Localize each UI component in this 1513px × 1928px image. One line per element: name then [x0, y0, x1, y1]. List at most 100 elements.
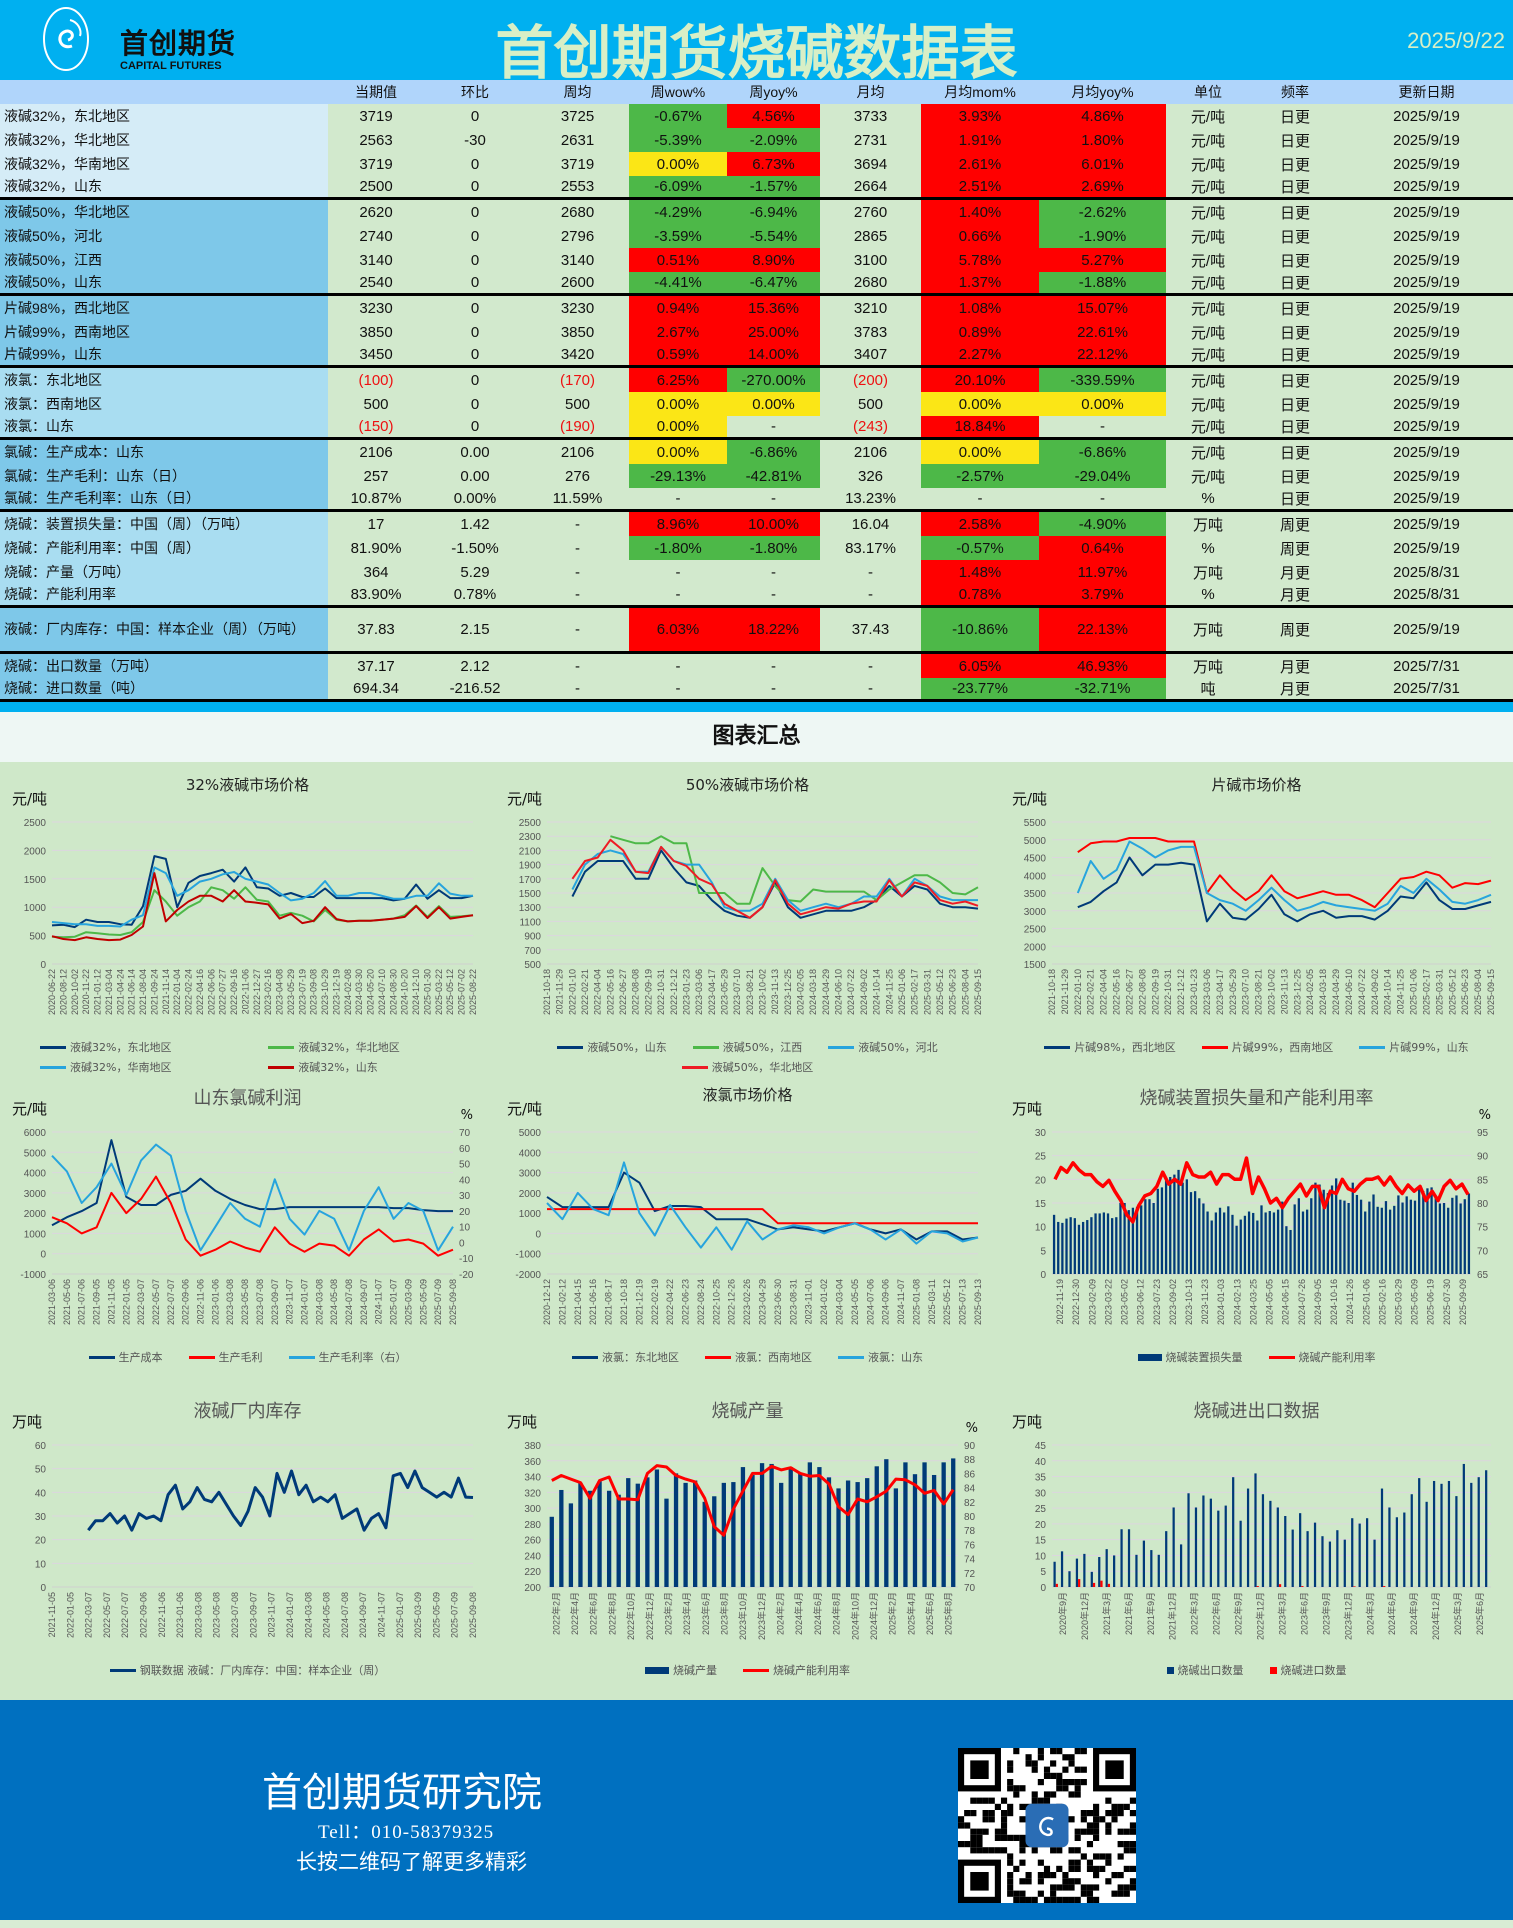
- monthly-yoy-cell: -1.88%: [1039, 272, 1166, 293]
- weekly-avg-cell: 2553: [526, 176, 629, 197]
- chart-plot: 0 500 1000 1500 2000 2500 2020-06-22 2020-08-12…: [24, 818, 478, 1015]
- bar: [1477, 1477, 1480, 1587]
- bar: [1470, 1482, 1473, 1587]
- x-tick-label: 2022-01-05: [65, 1592, 75, 1638]
- x-tick-label: 2024-02-13: [1232, 1279, 1242, 1325]
- y-tick-label: 5000: [1024, 836, 1047, 847]
- frequency-cell: 日更: [1250, 104, 1340, 128]
- legend-swatch-icon: [692, 1045, 719, 1049]
- y-tick-label: 1700: [519, 875, 542, 886]
- x-tick-label: 2022年3月: [1189, 1592, 1200, 1635]
- y-tick-label: 4000: [24, 1169, 47, 1180]
- bar: [693, 1480, 698, 1587]
- monthly-yoy-cell: 46.93%: [1039, 654, 1166, 678]
- qr-code[interactable]: [958, 1748, 1136, 1903]
- x-tick-label: 2024-12-10: [411, 969, 421, 1015]
- bar: [1293, 1204, 1296, 1274]
- weekly-wow-cell: 0.00%: [629, 152, 727, 176]
- bar: [1179, 1544, 1183, 1587]
- weekly-wow-cell: -: [629, 654, 727, 678]
- x-tick-label: 2021-11-29: [555, 969, 565, 1014]
- frequency-cell: 周更: [1250, 536, 1340, 560]
- legend-item: 液碱32%，山东: [268, 1059, 455, 1075]
- bar: [1313, 1522, 1317, 1587]
- x-tick-label: 2022-11-19: [1055, 1279, 1065, 1324]
- x-tick-label: 2023-05-29: [719, 969, 729, 1015]
- change-cell: 0: [424, 368, 526, 392]
- table-row: 烧碱：产能利用率 83.90% 0.78% - - - -0.78% 3.79%% 月更 2025…: [0, 584, 1513, 608]
- monthly-avg-cell: 2760: [820, 200, 921, 224]
- y2-tick-label: 88: [964, 1455, 976, 1466]
- legend-swatch-icon: [40, 1045, 66, 1049]
- weekly-wow-cell: 0.00%: [629, 416, 727, 437]
- monthly-avg-cell: -: [820, 678, 921, 699]
- update-date-cell: 2025/9/19: [1340, 440, 1513, 464]
- legend-swatch-icon: [1166, 1666, 1174, 1674]
- bar: [1401, 1202, 1404, 1274]
- frequency-cell: 周更: [1250, 512, 1340, 536]
- legend-swatch-icon: [645, 1666, 669, 1674]
- monthly-mom-cell: 3.93%: [921, 104, 1039, 128]
- chart-plot: 200 220 240 260 280 300 320 340 360 380 70 72 74 76 78…: [524, 1441, 976, 1640]
- series-line: [87, 1469, 474, 1532]
- x-tick-label: 2023年2月: [662, 1592, 673, 1635]
- x-tick-label: 2022-06-27: [618, 969, 628, 1015]
- x-tick-label: 2022-09-16: [229, 969, 239, 1015]
- x-tick-label: 2021-04-24: [115, 969, 125, 1015]
- bar: [1206, 1211, 1209, 1274]
- weekly-avg-cell: -: [526, 678, 629, 699]
- unit-cell: 元/吨: [1166, 176, 1250, 197]
- y-tick-label: 20: [35, 1536, 47, 1547]
- monthly-mom-cell: 1.40%: [921, 200, 1039, 224]
- table-row: 片碱99%，西南地区 3850 0 3850 2.67% 25.00% 3783 0.89% 2…: [0, 320, 1513, 344]
- x-tick-label: 2020年12月: [1079, 1592, 1090, 1640]
- unit-cell: 元/吨: [1166, 224, 1250, 248]
- x-tick-label: 2023-05-02: [1120, 1279, 1130, 1325]
- chart-title: 山东氯碱利润: [193, 1088, 302, 1109]
- x-tick-label: 2024-03-30: [354, 969, 364, 1015]
- weekly-avg-cell: 500: [526, 392, 629, 416]
- monthly-mom-cell: 0.00%: [921, 392, 1039, 416]
- y-tick-label: 25: [1035, 1152, 1047, 1163]
- x-tick-label: 2023-06-30: [773, 1279, 783, 1325]
- bar: [1193, 1191, 1197, 1274]
- bar: [903, 1462, 908, 1587]
- bar: [1321, 1536, 1324, 1587]
- row-label: 片碱98%，西北地区: [0, 296, 328, 320]
- unit-cell: 万吨: [1166, 560, 1250, 584]
- table-row: 液碱32%，华南地区 3719 0 3719 0.00% 6.73% 3694 2.61% 6.…: [0, 152, 1513, 176]
- x-tick-label: 2025-06-23: [948, 969, 958, 1015]
- x-tick-label: 2020年9月: [1057, 1592, 1068, 1635]
- y2-tick-label: 85: [1477, 1175, 1489, 1186]
- y-tick-label: 2000: [24, 846, 47, 857]
- y2-tick-label: 70: [459, 1128, 471, 1139]
- x-tick-label: 2021年12月: [1167, 1592, 1178, 1640]
- x-tick-label: 2025-05-12: [445, 969, 455, 1015]
- x-tick-label: 2022年6月: [588, 1592, 599, 1635]
- x-tick-label: 2022-01-10: [567, 969, 577, 1015]
- y2-tick-label: 78: [964, 1526, 976, 1537]
- x-tick-label: 2024-07-08: [344, 1279, 354, 1325]
- bar: [1198, 1198, 1201, 1274]
- x-tick-label: 2024年6月: [1386, 1592, 1397, 1635]
- legend-swatch-icon: [1201, 1045, 1228, 1049]
- legend-item: 液氯：西南地区: [705, 1349, 812, 1365]
- bar: [1127, 1529, 1131, 1587]
- y-tick-label: 4000: [1024, 871, 1047, 882]
- bar: [1111, 1218, 1114, 1274]
- row-label: 液碱32%，东北地区: [0, 104, 328, 128]
- chart-plot: -2000 -1000 0 1000 2000 3000 4000 5000 2020-12-1…: [515, 1128, 983, 1325]
- y-tick-label: 0: [40, 1583, 46, 1594]
- legend-swatch-icon: [743, 1668, 769, 1672]
- bar: [1231, 1214, 1234, 1274]
- row-label: 液氯：山东: [0, 416, 328, 437]
- bar: [1181, 1182, 1184, 1274]
- bar: [1223, 1212, 1226, 1274]
- unit-cell: 元/吨: [1166, 392, 1250, 416]
- chart-title: 片碱市场价格: [1211, 776, 1302, 794]
- y2-tick-label: 86: [964, 1469, 976, 1480]
- row-label: 液碱32%，华北地区: [0, 128, 328, 152]
- weekly-yoy-cell: 18.22%: [727, 608, 820, 651]
- x-tick-label: 2023-04-29: [758, 1279, 768, 1325]
- x-tick-label: 2021-03-06: [47, 1279, 57, 1325]
